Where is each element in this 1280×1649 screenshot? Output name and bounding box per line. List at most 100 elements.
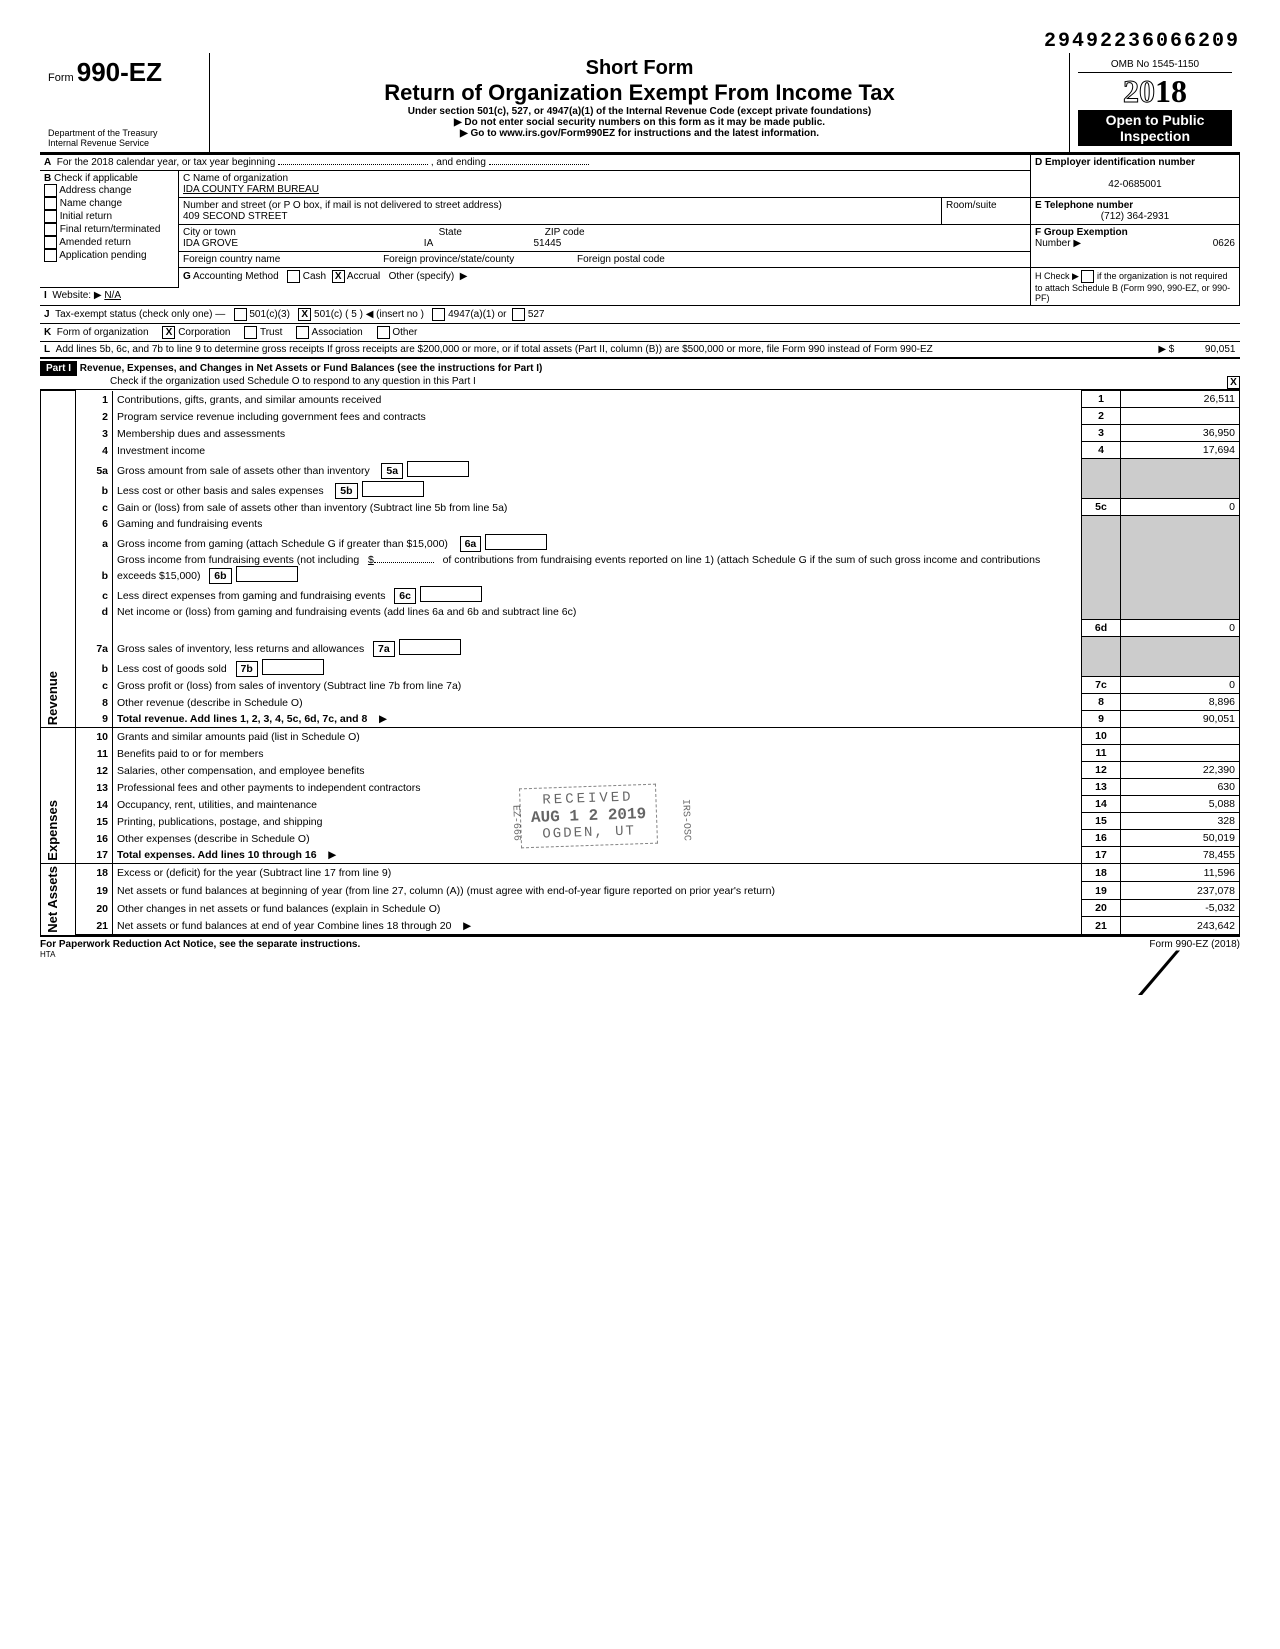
line19-amt: 237,078 [1121,881,1240,899]
org-name: IDA COUNTY FARM BUREAU [183,184,319,195]
accrual: Accrual [347,271,380,282]
line20-txt: Other changes in net assets or fund bala… [117,903,440,915]
line2-txt: Program service revenue including govern… [117,411,426,423]
line8-txt: Other revenue (describe in Schedule O) [117,697,303,709]
line10-txt: Grants and similar amounts paid (list in… [117,731,360,743]
dollar: $ [368,554,374,566]
j-527: 527 [528,309,545,320]
line13-amt: 630 [1121,779,1240,796]
cb-final[interactable] [44,223,57,236]
cb-name[interactable] [44,197,57,210]
b-initial: Initial return [60,211,112,222]
ssn-warning: Do not enter social security numbers on … [218,117,1061,128]
line18-amt: 11,596 [1121,864,1240,882]
cb-assoc[interactable] [296,326,309,339]
line6d-amt: 0 [1121,620,1240,637]
line17-txt: Total expenses. Add lines 10 through 16 [117,849,317,861]
stamp-irsosc: IRS-OSC [679,799,691,841]
short-form: Short Form [218,57,1061,80]
cb-address[interactable] [44,184,57,197]
part1-label: Part I [40,361,77,376]
line3-txt: Membership dues and assessments [117,428,285,440]
ein: 42-0685001 [1035,179,1235,190]
cb-accrual[interactable] [332,270,345,283]
return-title: Return of Organization Exempt From Incom… [218,80,1061,106]
k-corp: Corporation [178,327,230,338]
cb-amended[interactable] [44,236,57,249]
line14-amt: 5,088 [1121,796,1240,813]
line6d-txt: Net income or (loss) from gaming and fun… [117,606,576,618]
cb-corp[interactable] [162,326,175,339]
cb-cash[interactable] [287,270,300,283]
cb-other[interactable] [377,326,390,339]
cb-part1-schedO[interactable] [1227,376,1240,389]
lines-table: Revenue 1 Contributions, gifts, grants, … [40,390,1240,936]
irs: Internal Revenue Service [48,138,201,148]
line16-txt: Other expenses (describe in Schedule O) [117,833,310,845]
b-pending: Application pending [59,250,146,261]
b-final: Final return/terminated [60,224,161,235]
form-number: 990-EZ [77,57,162,87]
cb-pending[interactable] [44,249,57,262]
foreign-country: Foreign country name [183,254,280,265]
k-other: Other [392,327,417,338]
part1-heading: Revenue, Expenses, and Changes in Net As… [80,363,543,374]
line-a-end: , and ending [431,157,486,168]
street: 409 SECOND STREET [183,211,287,222]
b-address: Address change [59,185,131,196]
box7b: 7b [236,661,258,677]
city: IDA GROVE [183,238,238,249]
line9-amt: 90,051 [1121,711,1240,728]
line8-amt: 8,896 [1121,694,1240,711]
line20-amt: -5,032 [1121,899,1240,917]
street-label: Number and street (or P O box, if mail i… [183,200,502,211]
under-section: Under section 501(c), 527, or 4947(a)(1)… [218,106,1061,117]
part1-check: Check if the organization used Schedule … [110,376,476,387]
line7b-txt: Less cost of goods sold [117,663,227,675]
line6a-txt: Gross income from gaming (attach Schedul… [117,538,448,550]
footer: For Paperwork Reduction Act Notice, see … [40,936,1240,950]
b-amended: Amended return [59,237,131,248]
stamp-ogden: OGDEN, UT [531,823,647,843]
b-label: Check if applicable [54,173,138,184]
phone: (712) 364-2931 [1035,211,1235,222]
year-col: OMB No 1545-1150 2018 Open to Public Ins… [1070,53,1240,152]
cb-initial[interactable] [44,210,57,223]
line21-txt: Net assets or fund balances at end of ye… [117,920,451,932]
room-label: Room/suite [946,200,997,211]
cash: Cash [303,271,326,282]
form-id-col: Form 990-EZ Department of the Treasury I… [40,53,210,152]
line4-txt: Investment income [117,445,205,457]
footer-pra: For Paperwork Reduction Act Notice, see … [40,939,360,950]
line5a-txt: Gross amount from sale of assets other t… [117,465,370,477]
dln-row: 29492236066209 [40,30,1240,53]
dln: 29492236066209 [1044,30,1240,53]
cb-501c3[interactable] [234,308,247,321]
cb-501c[interactable] [298,308,311,321]
cb-4947[interactable] [432,308,445,321]
stamp-ez666: EZ-666 [509,805,521,841]
box7a: 7a [373,641,395,657]
e-label: E Telephone number [1035,200,1133,211]
cb-trust[interactable] [244,326,257,339]
box5a: 5a [381,463,403,479]
cb-527[interactable] [512,308,525,321]
line9-txt: Total revenue. Add lines 1, 2, 3, 4, 5c,… [117,713,367,725]
line7c-amt: 0 [1121,677,1240,694]
netassets-section: Net Assets [45,866,60,933]
box6c: 6c [394,588,416,604]
d-label: D Employer identification number [1035,157,1195,168]
line6c-txt: Less direct expenses from gaming and fun… [117,590,385,602]
j-501c-num: 5 [351,309,357,320]
line19-txt: Net assets or fund balances at beginning… [117,885,775,897]
open-line: Open to Public [1080,112,1230,128]
line15-txt: Printing, publications, postage, and shi… [117,816,322,828]
inspection-line: Inspection [1080,128,1230,144]
k-assoc: Association [312,327,363,338]
part1-row: Part I Revenue, Expenses, and Changes in… [40,359,1240,390]
stamp-box: RECEIVED AUG 1 2 2019 OGDEN, UT [519,784,658,849]
foreign-prov: Foreign province/state/county [383,254,514,265]
cb-h[interactable] [1081,270,1094,283]
line16-amt: 50,019 [1121,830,1240,847]
line12-txt: Salaries, other compensation, and employ… [117,765,364,777]
